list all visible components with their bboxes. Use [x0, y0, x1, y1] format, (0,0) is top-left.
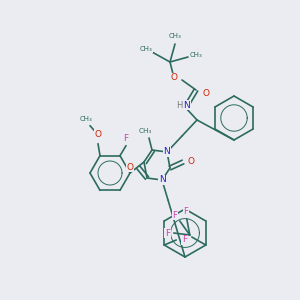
Text: N: N: [184, 100, 190, 109]
Text: O: O: [94, 130, 101, 139]
Text: O: O: [170, 74, 178, 82]
Text: F: F: [172, 211, 177, 220]
Text: O: O: [127, 163, 134, 172]
Text: CH₃: CH₃: [140, 46, 152, 52]
Text: CH₃: CH₃: [190, 52, 202, 58]
Text: H: H: [176, 100, 182, 109]
Text: F: F: [183, 208, 188, 217]
Text: F: F: [165, 229, 170, 238]
Text: N: N: [164, 148, 170, 157]
Text: O: O: [202, 88, 209, 98]
Text: N: N: [159, 176, 165, 184]
Text: O: O: [188, 158, 194, 166]
Text: CH₃: CH₃: [80, 116, 92, 122]
Text: F: F: [182, 236, 187, 244]
Text: CH₃: CH₃: [169, 33, 182, 39]
Text: F: F: [123, 134, 129, 143]
Text: CH₃: CH₃: [138, 128, 152, 134]
